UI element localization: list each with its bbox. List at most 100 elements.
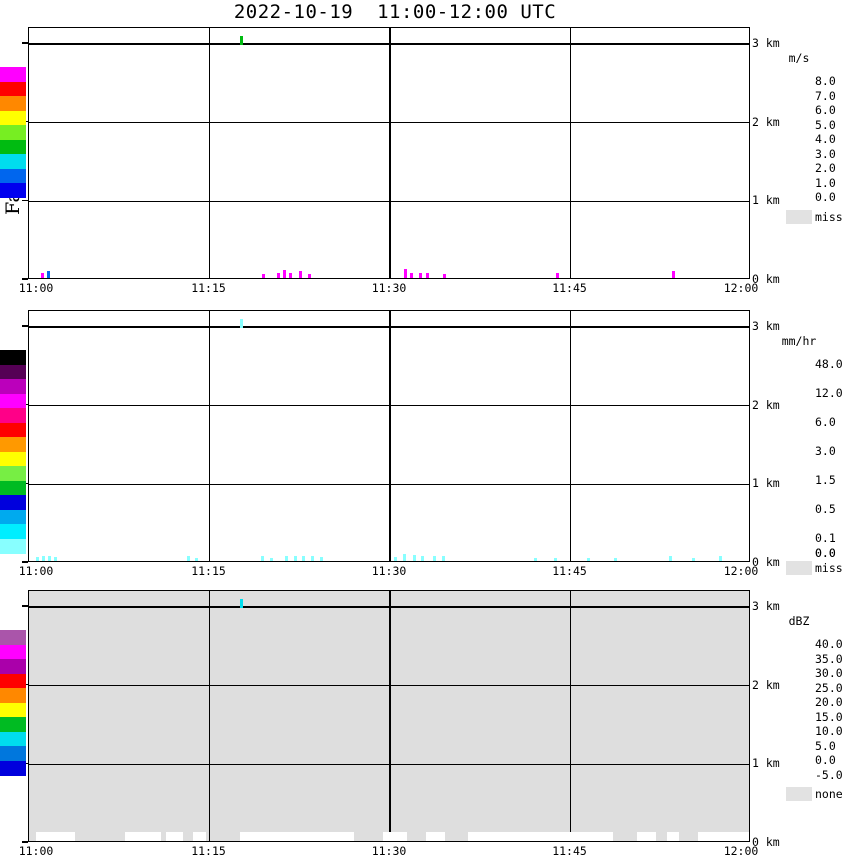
colorbar-segment: [0, 524, 26, 539]
x-tick-label: 12:00: [723, 564, 759, 578]
gridline-horizontal: [29, 763, 749, 765]
colorbar-segment: [0, 731, 26, 747]
data-cell: [48, 556, 52, 561]
data-cell: [556, 273, 560, 278]
baseline-gap: [125, 832, 162, 841]
colorbar-tick-label: -5.0: [815, 767, 843, 782]
gridline-vertical: [389, 28, 391, 278]
y-tick-label: 2 km: [752, 397, 780, 412]
colorbar-tick-label: 3.0: [815, 146, 836, 161]
data-cell: [418, 273, 422, 278]
colorbar-missing-swatch: [786, 787, 812, 801]
colorbar-segment: [0, 451, 26, 467]
y-tick-mark: [22, 42, 28, 44]
x-tick-label: 11:30: [371, 564, 407, 578]
y-tick-label: 2 km: [752, 677, 780, 692]
colorbar-tick-label: 30.0: [815, 666, 843, 680]
colorbar-segment: [0, 538, 26, 554]
colorbar-segment: [0, 125, 26, 140]
data-cell: [308, 274, 312, 278]
x-tick-label: 11:45: [552, 281, 587, 295]
baseline-gap: [36, 832, 75, 841]
data-cell: [47, 270, 51, 278]
data-cell: [239, 598, 243, 608]
colorbar-segment: [0, 466, 26, 481]
data-cell: [269, 557, 273, 561]
colorbar-unit-reflectivity: dBZ: [788, 614, 810, 628]
baseline-gap: [426, 832, 446, 841]
y-tick-label: 3 km: [752, 598, 780, 613]
colorbar-segment: [0, 379, 26, 394]
baseline-gap: [239, 832, 354, 841]
colorbar-segment: [0, 81, 26, 97]
data-cell: [293, 555, 297, 561]
y-tick-label: 2 km: [752, 114, 780, 129]
data-cell: [239, 318, 243, 328]
y-tick-label: 1 km: [752, 193, 780, 208]
data-cell: [320, 557, 324, 561]
colorbar-segment: [0, 702, 26, 718]
colorbar-segment: [0, 183, 26, 198]
colorbar-missing-swatch: [786, 561, 812, 575]
colorbar-segment: [0, 495, 26, 510]
colorbar-missing-label: none: [815, 787, 843, 801]
colorbar-segment: [0, 139, 26, 155]
baseline-gap: [468, 832, 613, 841]
gridline-vertical: [208, 28, 211, 278]
data-cell: [587, 557, 591, 561]
data-cell: [54, 557, 58, 561]
x-tick-label: 11:15: [191, 281, 226, 295]
data-cell: [186, 556, 190, 561]
gridline-horizontal: [29, 200, 749, 202]
colorbar-tick-label: 4.0: [815, 132, 836, 146]
y-tick-mark: [22, 841, 28, 843]
colorbar-tick-label: 3.0: [815, 444, 836, 458]
colorbar-segment: [0, 110, 26, 126]
data-cell: [298, 270, 302, 278]
colorbar-missing-swatch: [786, 209, 812, 224]
colorbar-segment: [0, 746, 26, 761]
colorbar-tick-label: 2.0: [815, 161, 836, 175]
baseline-gap: [698, 832, 749, 841]
baseline-gap: [666, 832, 679, 841]
data-cell: [282, 270, 286, 278]
colorbar-tick-label: 8.0: [815, 74, 836, 88]
data-cell: [718, 556, 722, 561]
gridline-vertical: [208, 311, 211, 561]
gridline-vertical: [569, 311, 572, 561]
data-cell: [534, 557, 538, 561]
y-tick-label: 3 km: [752, 35, 780, 50]
data-cell: [613, 557, 617, 561]
y-tick-label: 0 km: [752, 835, 780, 849]
colorbar-tick-label: 5.0: [815, 117, 836, 132]
data-cell: [404, 269, 408, 278]
colorbar-segment: [0, 644, 26, 660]
colorbar-tick-label: 0.0: [815, 545, 836, 560]
colorbar-segment: [0, 393, 26, 409]
data-cell: [403, 553, 407, 561]
data-cell: [42, 555, 46, 561]
x-tick-label: 12:00: [723, 844, 759, 858]
y-tick-mark: [22, 199, 28, 201]
colorbar-segment: [0, 717, 26, 732]
colorbar-tick-label: 0.1: [815, 531, 836, 545]
data-cell: [41, 273, 45, 278]
data-cell: [669, 556, 673, 561]
colorbar-tick-label: 20.0: [815, 695, 843, 709]
data-cell: [261, 556, 265, 561]
x-tick-label: 11:45: [552, 564, 587, 578]
colorbar-tick-label: 0.5: [815, 502, 836, 516]
gridline-horizontal: [29, 684, 749, 687]
data-cell: [393, 557, 397, 561]
x-tick-label: 11:00: [18, 564, 54, 578]
gridline-vertical: [389, 311, 391, 561]
colorbar-segment: [0, 168, 26, 184]
gridline-vertical: [569, 28, 572, 278]
colorbar-unit-rain-intensity: mm/hr: [781, 334, 817, 348]
colorbar-missing-label: miss: [815, 209, 843, 224]
colorbar-segment: [0, 437, 26, 452]
page-title: 2022-10-19 11:00-12:00 UTC: [233, 1, 557, 23]
data-cell: [262, 274, 266, 278]
data-cell: [442, 274, 446, 278]
